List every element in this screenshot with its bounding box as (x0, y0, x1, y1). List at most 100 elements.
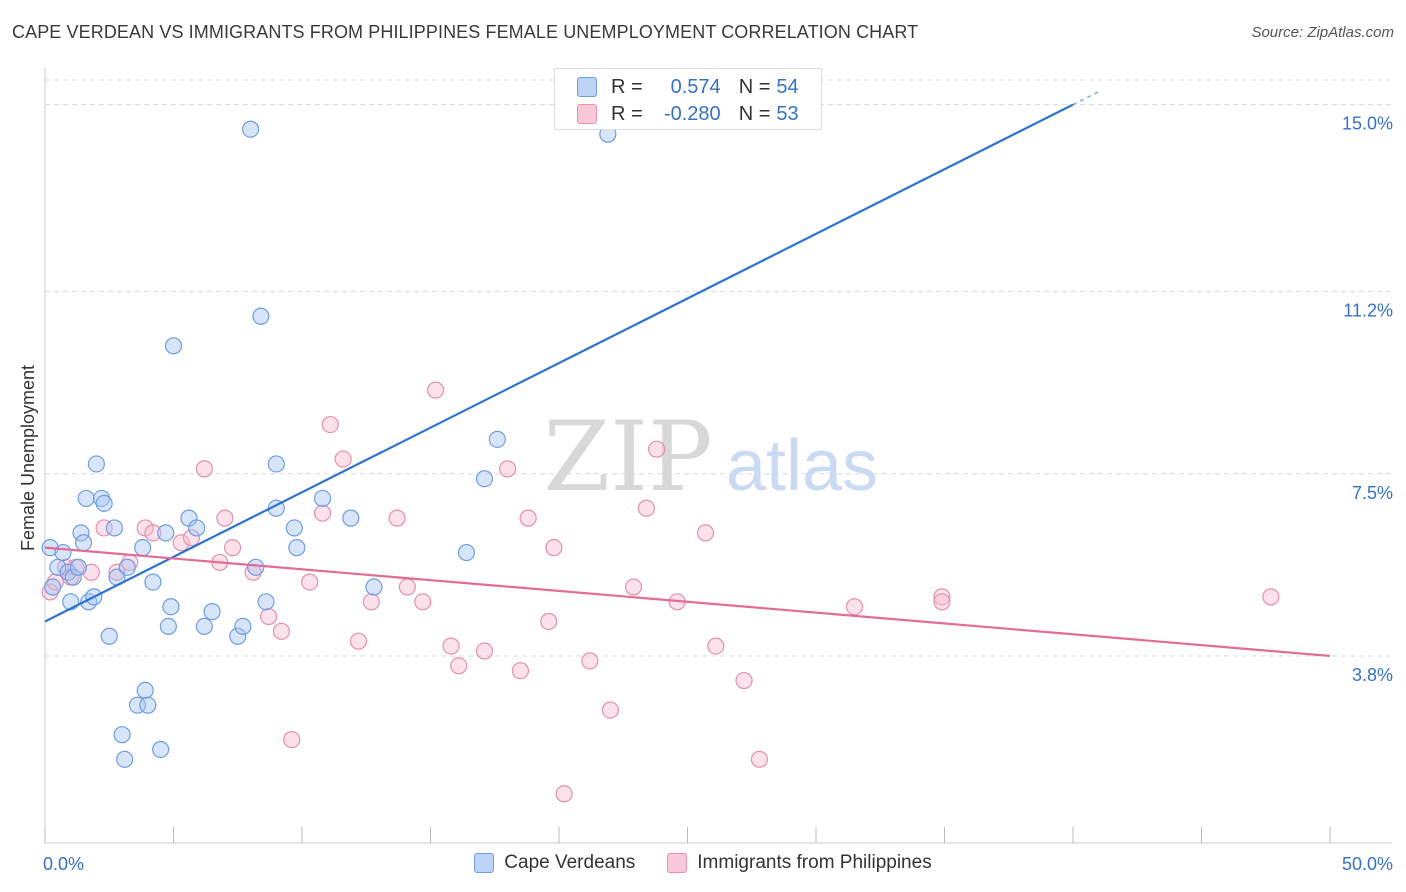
point-cape-verdean (87, 455, 106, 473)
point-philippines (259, 607, 278, 626)
point-philippines (283, 731, 301, 749)
point-cape-verdean (144, 573, 162, 591)
point-cape-verdean (229, 627, 247, 645)
point-cape-verdean (64, 568, 82, 586)
point-philippines (398, 578, 416, 596)
legend-item-cape-verdeans: Cape Verdeans (474, 852, 635, 874)
x-tick-label: 0.0% (43, 854, 84, 874)
point-philippines (301, 573, 319, 591)
point-cape-verdean (157, 524, 175, 542)
watermark-atlas: atlas (726, 426, 878, 506)
point-philippines (519, 509, 537, 527)
point-philippines (499, 460, 517, 478)
point-cape-verdean (59, 563, 77, 581)
point-philippines (637, 499, 655, 517)
point-philippines (933, 593, 951, 611)
point-philippines (182, 529, 201, 547)
point-cape-verdean (72, 524, 90, 542)
point-cape-verdean (288, 539, 306, 557)
point-philippines (144, 524, 162, 542)
point-cape-verdean (488, 430, 506, 448)
point-cape-verdean (74, 534, 93, 552)
point-cape-verdean (164, 337, 183, 355)
point-philippines (108, 563, 126, 581)
point-philippines (1262, 588, 1280, 606)
legend-swatch-pink (577, 104, 597, 124)
legend-r-value: -0.280 (663, 102, 721, 125)
point-philippines (82, 563, 100, 581)
trend-line-philippines (44, 546, 1331, 658)
point-philippines (540, 612, 558, 631)
point-philippines (624, 578, 643, 596)
point-philippines (475, 642, 494, 660)
point-cape-verdean (267, 455, 285, 473)
point-philippines (41, 583, 59, 601)
point-cape-verdean (95, 494, 113, 512)
point-cape-verdean (92, 489, 111, 508)
point-philippines (362, 593, 380, 611)
point-cape-verdean (139, 696, 157, 714)
source-label: Source: ZipAtlas.com (1251, 24, 1394, 41)
point-cape-verdean (252, 307, 270, 325)
legend-n-label: N = (738, 102, 771, 125)
point-philippines (442, 637, 460, 655)
point-philippines (388, 509, 406, 527)
legend-row-pink: R = -0.280 N = 53 (577, 101, 799, 127)
point-philippines (933, 588, 951, 606)
point-philippines (349, 632, 368, 650)
point-philippines (581, 652, 599, 670)
watermark: ZIP atlas (543, 401, 878, 513)
point-cape-verdean (203, 603, 221, 621)
legend-swatch-blue (474, 853, 495, 873)
legend-r-label: R = (611, 102, 643, 125)
point-philippines (334, 450, 352, 468)
legend-label-philippines: Immigrants from Philippines (697, 852, 932, 873)
point-philippines (272, 622, 291, 640)
legend-swatch-blue (577, 77, 597, 97)
point-cape-verdean (475, 470, 494, 488)
point-cape-verdean (152, 740, 170, 759)
point-cape-verdean (69, 558, 88, 576)
point-cape-verdean (234, 617, 252, 636)
trend-line-extension (1072, 91, 1100, 106)
point-philippines (511, 662, 530, 680)
point-philippines (555, 785, 573, 803)
x-tick-label: 50.0% (1342, 854, 1393, 874)
point-cape-verdean (105, 519, 123, 537)
point-cape-verdean (44, 578, 62, 596)
point-philippines (172, 534, 190, 552)
point-cape-verdean (247, 558, 265, 576)
legend-swatch-pink (667, 853, 688, 873)
point-cape-verdean (113, 726, 131, 744)
point-philippines (735, 671, 753, 690)
legend-r-label: R = (611, 75, 643, 98)
point-cape-verdean (136, 681, 154, 700)
point-philippines (750, 750, 769, 768)
point-philippines (216, 509, 234, 527)
point-cape-verdean (134, 539, 152, 557)
legend-item-philippines: Immigrants from Philippines (667, 852, 932, 874)
y-tick-label: 11.2% (1343, 301, 1393, 321)
point-philippines (46, 573, 64, 591)
legend-n-value: 53 (776, 102, 799, 125)
point-cape-verdean (159, 617, 177, 636)
point-philippines (696, 524, 715, 542)
point-philippines (321, 415, 339, 434)
trend-lines (44, 91, 1331, 658)
point-philippines (601, 701, 620, 719)
point-philippines (845, 598, 864, 616)
point-philippines (545, 539, 563, 557)
watermark-zip: ZIP (543, 401, 712, 513)
tick-labels: 3.8% 7.5% 11.2% 15.0% 0.0% 50.0% (43, 114, 1393, 874)
point-cape-verdean (457, 543, 476, 562)
chart-title: CAPE VERDEAN VS IMMIGRANTS FROM PHILIPPI… (12, 22, 919, 42)
point-cape-verdean (118, 558, 136, 576)
point-philippines (648, 440, 666, 458)
series-pink-points (41, 381, 1280, 803)
legend-n-label: N = (738, 75, 771, 98)
legend-n-value: 54 (776, 75, 799, 98)
series-blue-points (41, 96, 792, 768)
point-cape-verdean (313, 489, 332, 508)
point-philippines (224, 539, 242, 557)
